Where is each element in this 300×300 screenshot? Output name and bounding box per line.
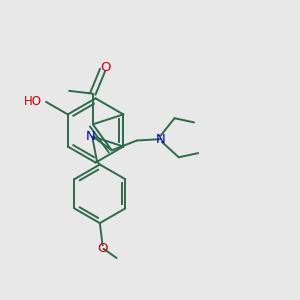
Text: N: N — [156, 133, 165, 146]
Text: HO: HO — [24, 95, 42, 108]
Text: O: O — [98, 242, 108, 255]
Text: N: N — [86, 130, 95, 143]
Text: O: O — [100, 61, 111, 74]
